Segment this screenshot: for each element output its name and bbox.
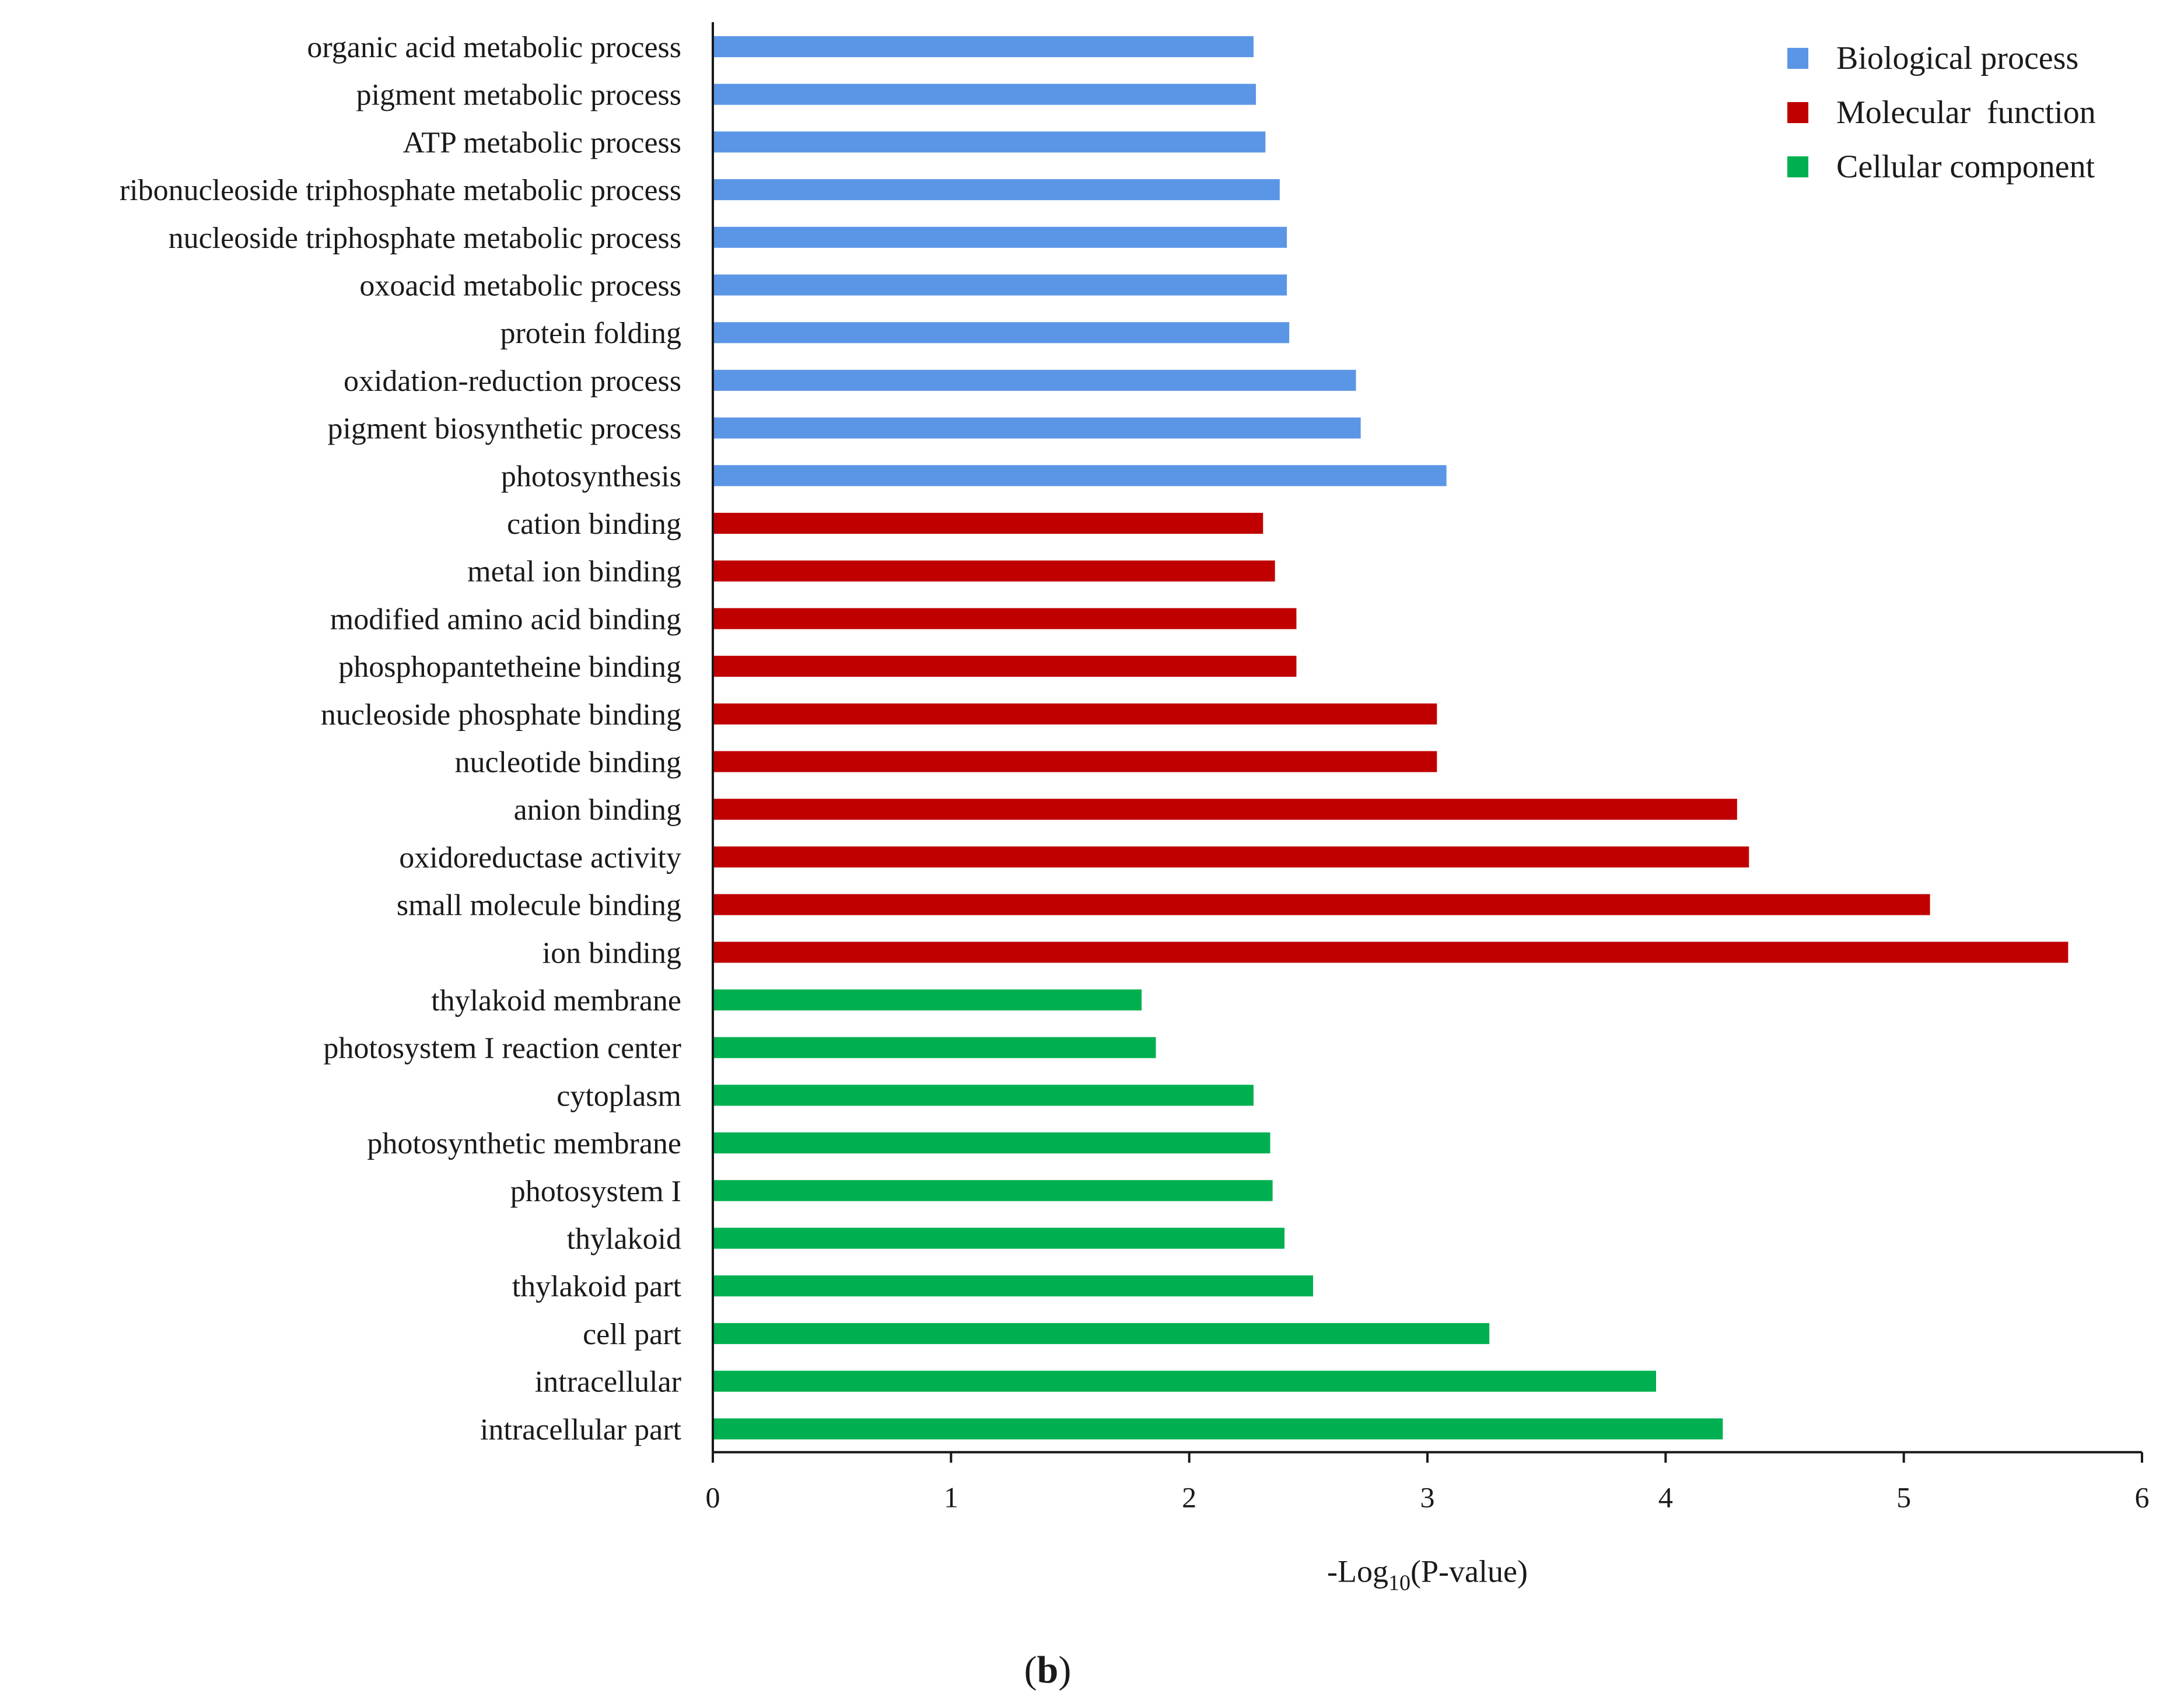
bar — [713, 1132, 1270, 1154]
bar — [713, 417, 1361, 439]
x-tick-label: 5 — [1896, 1481, 1911, 1513]
bar — [713, 83, 1256, 105]
bar — [713, 1180, 1273, 1201]
x-tick-label: 1 — [944, 1481, 958, 1513]
x-tick-label: 4 — [1658, 1481, 1673, 1513]
category-label: oxidation-reduction process — [344, 365, 681, 398]
x-axis-title-prefix: -Log — [1327, 1554, 1388, 1589]
category-label: ribonucleoside triphosphate metabolic pr… — [120, 174, 681, 207]
legend-label: Molecular function — [1836, 95, 2096, 131]
bar — [713, 942, 2068, 963]
category-label: photosystem I reaction center — [323, 1032, 681, 1065]
bar — [713, 465, 1447, 487]
bar — [713, 894, 1930, 915]
bars-group — [713, 36, 2068, 1440]
legend-swatch — [1787, 156, 1808, 177]
bar — [713, 1370, 1656, 1392]
category-label: oxidoreductase activity — [399, 841, 681, 875]
bar — [713, 274, 1287, 296]
bar — [713, 36, 1254, 57]
x-tick-label: 3 — [1420, 1481, 1435, 1513]
legend-label: Cellular component — [1836, 149, 2095, 185]
category-label: metal ion binding — [467, 555, 681, 589]
category-label: cation binding — [507, 508, 681, 541]
bar — [713, 846, 1749, 868]
category-label: protein folding — [500, 317, 681, 350]
category-label: ATP metabolic process — [402, 126, 681, 159]
bar — [713, 989, 1142, 1010]
bar — [713, 322, 1290, 344]
x-tick-label: 0 — [706, 1481, 720, 1513]
category-label: nucleoside triphosphate metabolic proces… — [169, 222, 681, 255]
category-label: pigment metabolic process — [356, 79, 681, 112]
bar — [713, 1037, 1156, 1058]
bar — [713, 1275, 1313, 1297]
bar — [713, 1323, 1490, 1344]
legend-label: Biological process — [1836, 40, 2078, 76]
category-labels: organic acid metabolic process pigment me… — [120, 31, 682, 1446]
category-label: intracellular part — [480, 1413, 682, 1446]
category-label: anion binding — [514, 793, 681, 827]
category-label: photosystem I — [510, 1175, 681, 1208]
category-label: oxoacid metabolic process — [359, 270, 681, 303]
category-label: nucleotide binding — [455, 746, 681, 779]
category-label: cell part — [583, 1318, 681, 1351]
panel-label-letter: b — [1037, 1649, 1059, 1691]
bar — [713, 1227, 1284, 1249]
bar — [713, 656, 1297, 677]
bar — [713, 1085, 1254, 1106]
bar — [713, 751, 1437, 772]
bar — [713, 226, 1287, 248]
bar — [713, 703, 1437, 725]
x-tick-label: 2 — [1182, 1481, 1196, 1513]
bar — [713, 513, 1264, 534]
category-label: thylakoid — [567, 1223, 681, 1256]
category-label: photosynthetic membrane — [367, 1127, 681, 1160]
bar — [713, 608, 1297, 629]
bar — [713, 179, 1280, 201]
category-label: nucleoside phosphate binding — [321, 698, 681, 732]
bar — [713, 369, 1356, 391]
x-axis-ticks: 0 1 2 3 4 5 6 — [706, 1452, 2150, 1513]
bar — [713, 799, 1737, 820]
category-label: modified amino acid binding — [330, 603, 681, 636]
category-label: organic acid metabolic process — [307, 31, 681, 64]
category-label: cytoplasm — [556, 1079, 681, 1113]
legend: Biological process Molecular function Cell… — [1787, 40, 2096, 185]
bar — [713, 131, 1266, 153]
category-label: pigment biosynthetic process — [327, 412, 681, 446]
x-tick-label: 6 — [2135, 1481, 2150, 1513]
category-label: thylakoid part — [512, 1270, 682, 1303]
x-axis-title: -Log10(P-value) — [1327, 1554, 1528, 1595]
category-label: intracellular — [535, 1366, 681, 1399]
category-label: thylakoid membrane — [431, 984, 681, 1017]
panel-label: (b) — [1024, 1649, 1072, 1691]
category-label: phosphopantetheine binding — [338, 650, 681, 684]
x-axis-title-subscript: 10 — [1388, 1570, 1410, 1595]
bar — [713, 1418, 1723, 1440]
category-label: small molecule binding — [397, 889, 681, 922]
legend-swatch — [1787, 102, 1808, 123]
category-label: ion binding — [542, 936, 681, 970]
category-label: photosynthesis — [501, 460, 681, 493]
bar — [713, 560, 1275, 582]
x-axis-title-suffix: (P-value) — [1410, 1554, 1528, 1589]
legend-swatch — [1787, 48, 1808, 69]
